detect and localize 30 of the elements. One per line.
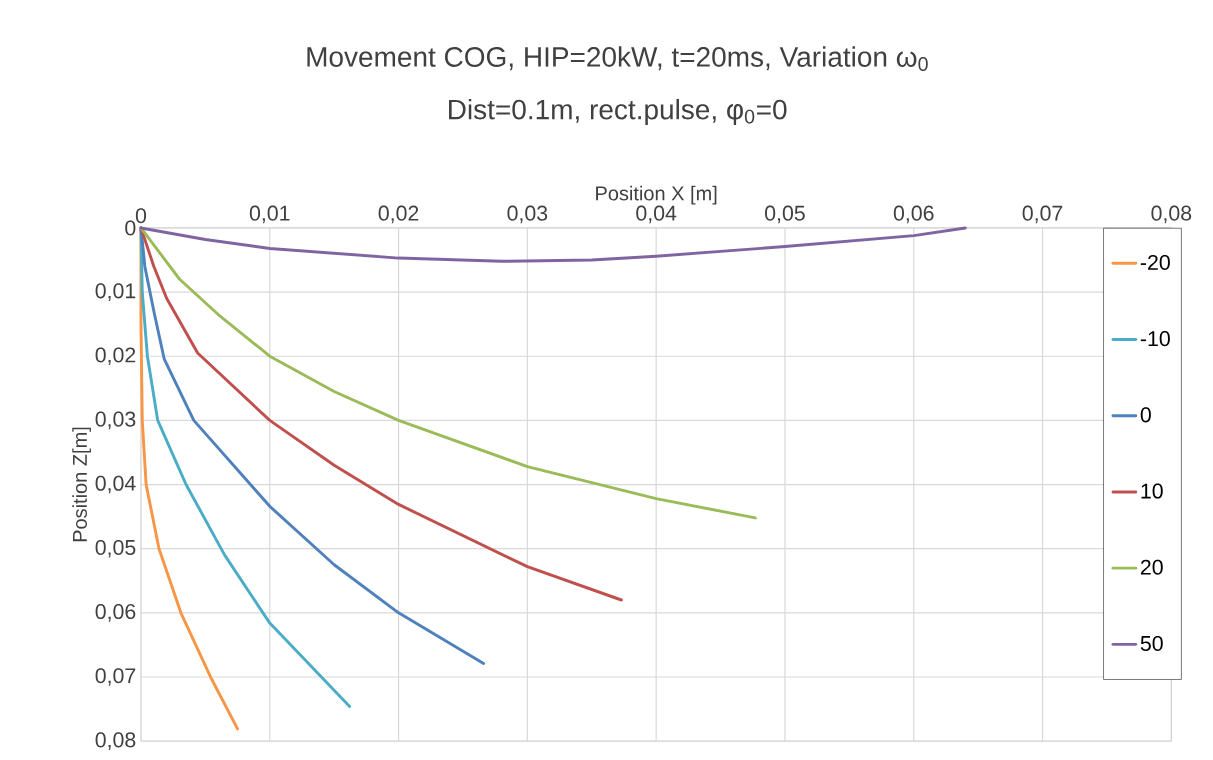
legend-label: 0 <box>1140 407 1151 423</box>
x-tick-label: 0,03 <box>507 205 548 224</box>
legend-label: 20 <box>1140 559 1163 575</box>
x-tick-label: 0 <box>135 208 147 224</box>
y-axis-title: Position Z[m] <box>72 427 91 542</box>
legend-label: -20 <box>1140 254 1170 271</box>
legend-label: 10 <box>1141 483 1163 499</box>
chart-subtitle: Dist=0.1m, rect.pulse, φ$_{0}$=0 <box>449 99 787 126</box>
x-tick-label: 0,07 <box>1022 205 1063 224</box>
x-tick-label: 0,05 <box>765 205 805 224</box>
y-tick-label: 0,01 <box>95 283 136 301</box>
y-tick-label: 0,03 <box>95 411 136 430</box>
y-tick-label: 0,08 <box>95 732 136 751</box>
x-tick-label: 0,02 <box>378 205 419 224</box>
y-tick-label: 0,06 <box>95 604 136 622</box>
legend-label: 50 <box>1140 636 1163 652</box>
x-tick-label: 0,06 <box>893 205 934 224</box>
line-series <box>139 226 967 263</box>
y-tick-label: 0,04 <box>95 475 136 494</box>
line-series <box>139 226 757 520</box>
y-tick-label: 0 <box>125 220 136 236</box>
y-tick-label: 0,05 <box>95 539 136 558</box>
chart-title: Movement COG, HIP=20kW, t=20ms, Variation ω$_{0}$ <box>307 46 928 72</box>
y-tick-label: 0,02 <box>95 347 136 366</box>
x-tick-label: 0,01 <box>249 205 290 224</box>
x-tick-label: 0,04 <box>636 205 677 224</box>
x-axis-title: Position X [m] <box>596 185 717 205</box>
y-tick-label: 0,07 <box>95 668 136 686</box>
legend-label: -10 <box>1140 331 1170 347</box>
x-tick-label: 0,08 <box>1151 205 1192 224</box>
